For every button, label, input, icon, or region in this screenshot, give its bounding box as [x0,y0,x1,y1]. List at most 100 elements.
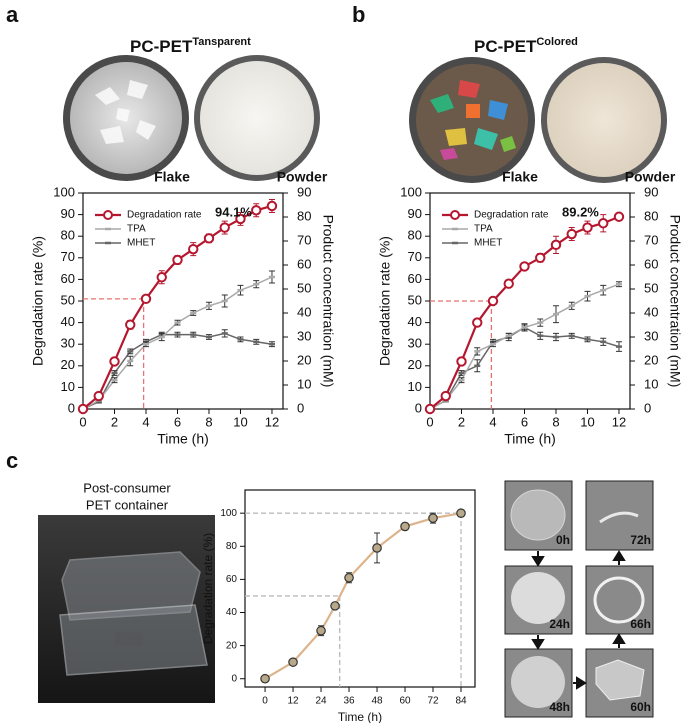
data-point [266,200,278,212]
x-tick-label: 12 [287,696,299,707]
y-tick-label: 40 [408,314,422,329]
y-tick-label: 10 [61,379,75,394]
y-tick-label: 20 [408,357,422,372]
y2-tick-label: 20 [297,352,311,367]
x-tick-label: 0 [79,414,86,429]
y2-axis-label: Product concentration (mM) [320,215,336,388]
x-tick-label: 6 [521,414,528,429]
y2-tick-label: 40 [644,304,658,319]
time-label: 72h [630,533,651,547]
photo-dishes-a [63,55,320,181]
y2-tick-label: 50 [297,280,311,295]
y-tick-label: 50 [408,292,422,307]
y-axis-label: Degradation rate (%) [30,236,46,366]
x-tick-label: 2 [111,414,118,429]
y-tick-label: 50 [61,292,75,307]
data-point [125,319,136,330]
container-photo [38,515,215,703]
y-axis-label: Degradation rate (%) [201,533,215,644]
title-main: PC-PET [474,37,537,56]
x-tick-label: 12 [612,414,626,429]
legend-label: MHET [127,238,155,249]
y-tick-label: 30 [408,336,422,351]
photo-label: Powder [625,169,676,185]
data-point [316,625,326,636]
y-tick-label: 20 [61,357,75,372]
data-point [598,218,609,229]
y-tick-label: 70 [408,249,422,264]
y2-tick-label: 20 [644,352,658,367]
y-tick-label: 90 [408,206,422,221]
y-tick-label: 60 [61,271,75,286]
data-point [156,272,167,283]
series-line [429,283,620,410]
data-point [330,601,340,611]
y2-tick-label: 10 [644,376,658,391]
y2-tick-label: 0 [297,400,304,415]
time-label: 24h [549,617,570,631]
photo-title: PC-PETColored [474,36,578,57]
y-tick-label: 30 [61,336,75,351]
x-tick-label: 72 [427,696,439,707]
data-point [235,213,246,225]
data-point [456,508,466,518]
legend-marker [450,210,460,220]
y2-tick-label: 0 [644,400,651,415]
y2-tick-label: 60 [297,256,311,271]
legend-label: Degradation rate [474,210,549,221]
y2-tick-label: 70 [297,232,311,247]
data-point [613,211,625,222]
data-point [472,317,483,328]
legend-label: Degradation rate [127,210,202,221]
legend-label: MHET [474,238,502,249]
legend-marker [103,210,113,220]
y-tick-label: 0 [68,400,75,415]
time-lapse-photos [504,480,654,718]
x-tick-label: 8 [205,414,212,429]
y-tick-label: 80 [408,228,422,243]
series-line [82,332,273,410]
panel-label: a [6,2,19,27]
data-point [428,513,438,523]
legend-label: TPA [127,224,146,235]
data-point [219,222,230,233]
y-tick-label: 80 [226,541,238,552]
y2-tick-label: 80 [297,208,311,223]
y2-tick-label: 80 [644,208,658,223]
data-point [251,205,262,216]
y-axis-label: Degradation rate (%) [377,236,393,366]
y2-tick-label: 90 [297,184,311,199]
x-tick-label: 10 [580,414,594,429]
y-tick-label: 0 [231,673,237,684]
x-tick-label: 36 [343,696,355,707]
photo-dishes-b [409,57,667,183]
time-label: 48h [549,700,570,714]
y-tick-label: 70 [61,249,75,264]
y2-tick-label: 30 [297,328,311,343]
y2-tick-label: 30 [644,328,658,343]
x-tick-label: 0 [262,696,268,707]
legend-label: TPA [474,224,493,235]
y-tick-label: 60 [408,271,422,286]
panel-label: b [352,2,365,27]
x-tick-label: 4 [489,414,496,429]
data-point [93,390,104,402]
y2-tick-label: 70 [644,232,658,247]
photo-label: Flake [154,169,190,185]
data-point [440,390,451,402]
data-point [77,403,89,415]
x-tick-label: 0 [426,414,433,429]
x-tick-label: 4 [142,414,149,429]
series-line [82,276,273,410]
time-label: 60h [630,700,651,714]
data-point [372,543,382,553]
panel-label: c [6,448,18,473]
data-point [519,261,530,272]
y2-tick-label: 10 [297,376,311,391]
x-tick-label: 60 [399,696,411,707]
title-main: PC-PET [130,37,193,56]
data-point [535,252,546,263]
photo-caption: Post-consumer [83,480,171,495]
data-point [172,254,183,266]
data-point [188,243,199,255]
